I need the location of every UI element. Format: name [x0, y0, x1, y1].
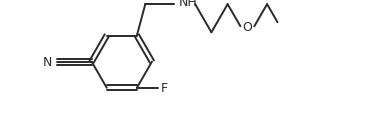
Text: NH: NH: [179, 0, 198, 9]
Text: F: F: [161, 82, 168, 94]
Text: N: N: [43, 56, 52, 69]
Text: O: O: [243, 21, 252, 33]
